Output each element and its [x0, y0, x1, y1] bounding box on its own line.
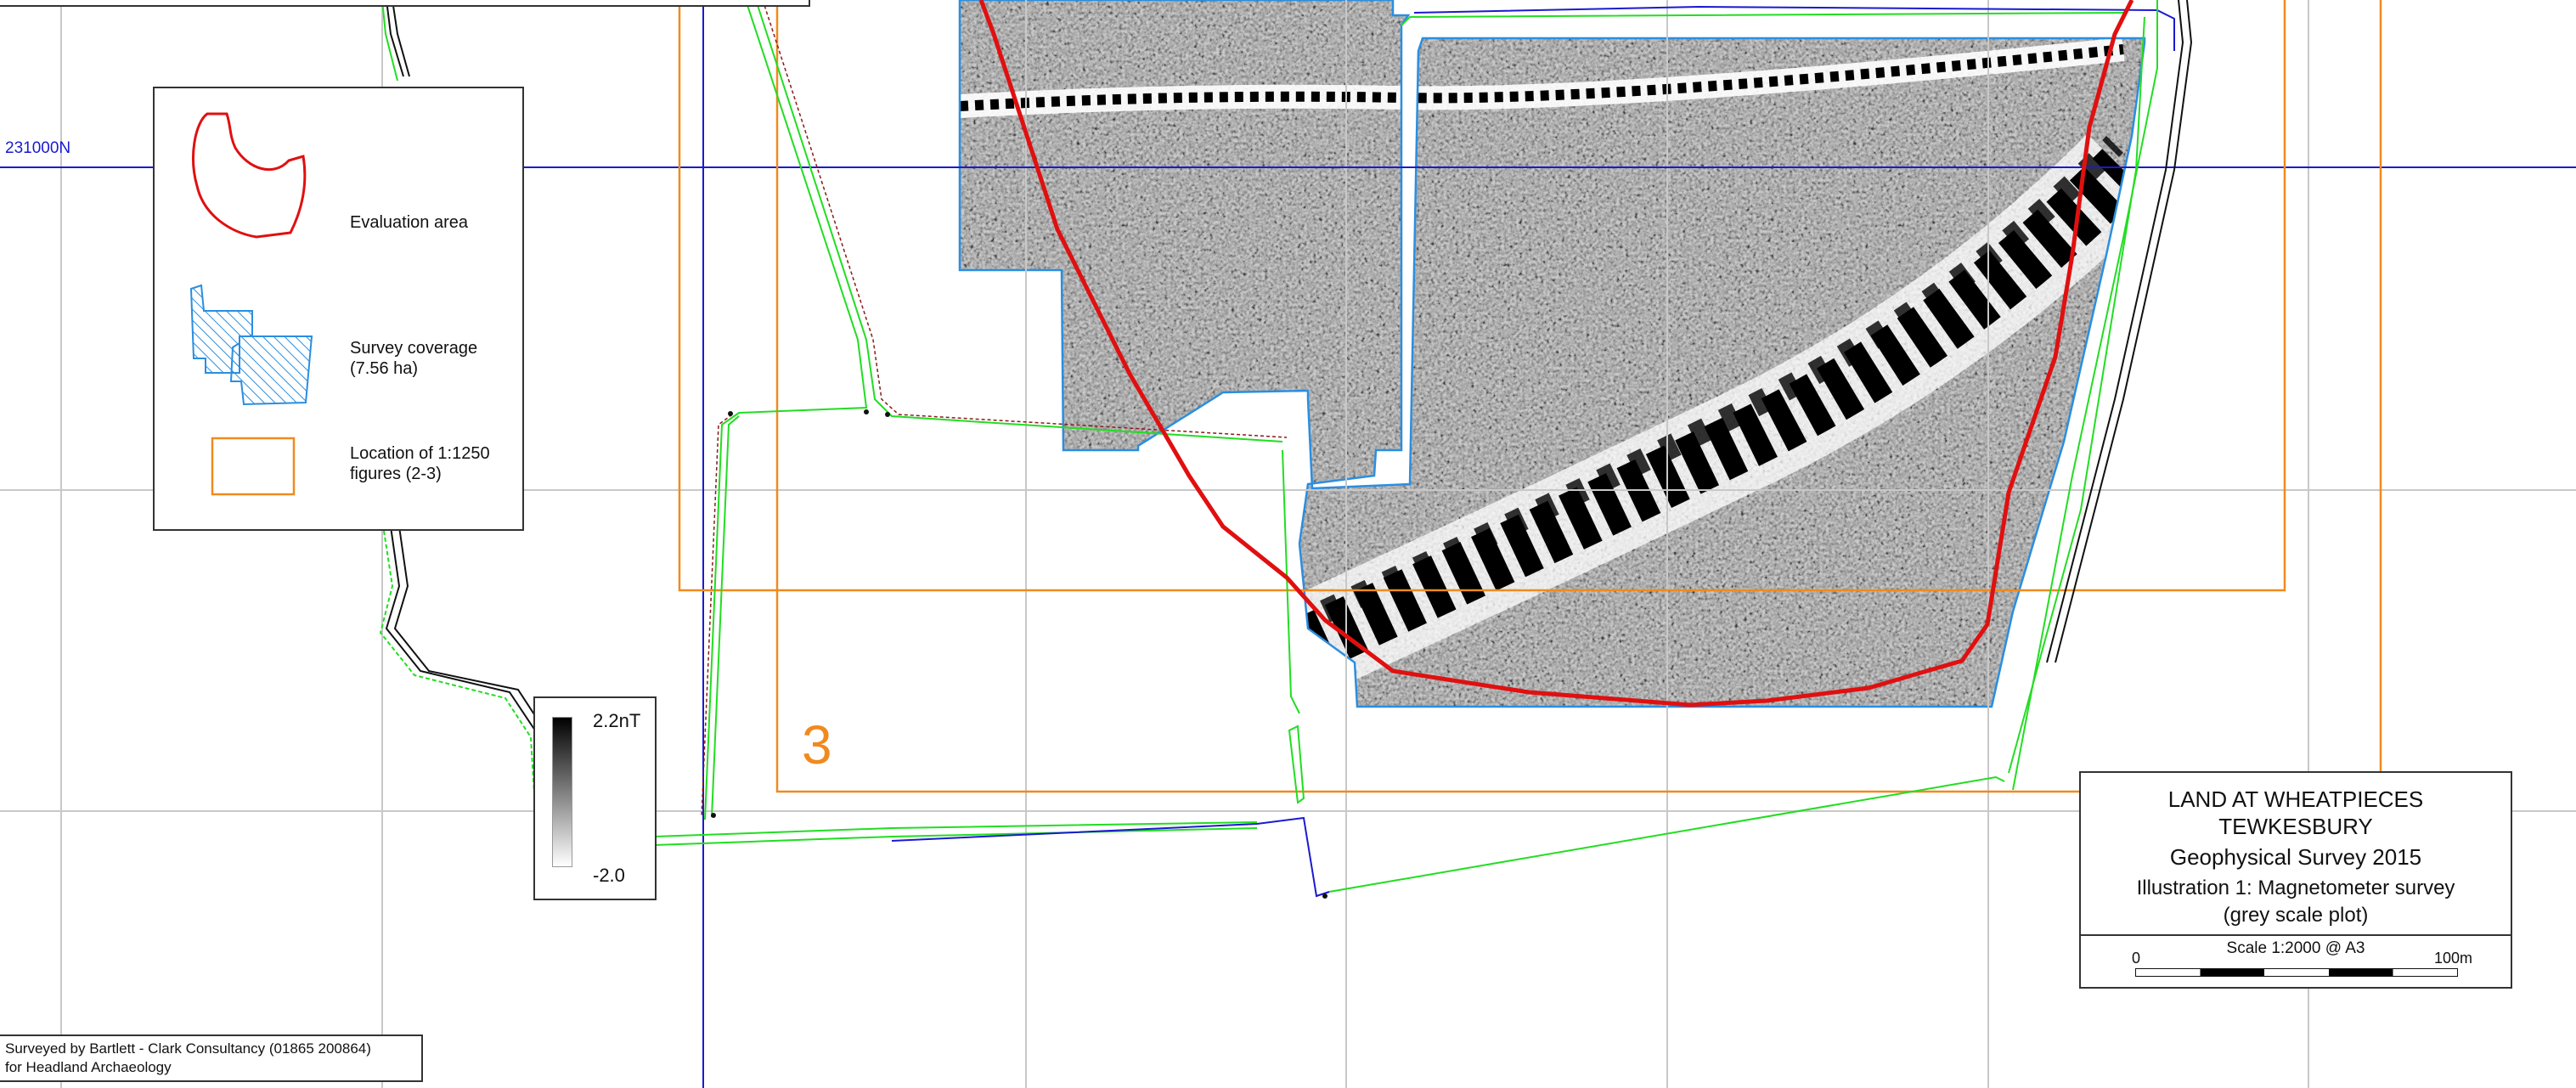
- title-divider: [2081, 934, 2511, 936]
- greyscale-max-label: 2.2nT: [593, 710, 641, 731]
- legend-label-survey-coverage: Survey coverage (7.56 ha): [350, 339, 478, 378]
- title-town: TEWKESBURY: [2218, 814, 2373, 839]
- legend-panel: Evaluation area Survey coverage (7.56 ha…: [153, 87, 524, 531]
- credit-line-1: Surveyed by Bartlett - Clark Consultancy…: [5, 1040, 371, 1057]
- greyscale-min-label: -2.0: [593, 865, 625, 886]
- credit-line-2: for Headland Archaeology: [5, 1059, 172, 1075]
- evaluation-area-swatch-icon: [192, 112, 307, 239]
- scale-text: Scale 1:2000 @ A3: [2226, 939, 2365, 957]
- legend-swatches: [189, 112, 313, 496]
- title-illustration: Illustration 1: Magnetometer survey: [2136, 877, 2455, 899]
- credit-block: Surveyed by Bartlett - Clark Consultancy…: [0, 1034, 423, 1082]
- survey-stations: [711, 409, 1327, 899]
- title-block: LAND AT WHEATPIECES TEWKESBURY Geophysic…: [2079, 771, 2512, 989]
- scale-start-label: 0: [2132, 950, 2141, 967]
- title-survey: Geophysical Survey 2015: [2169, 844, 2422, 870]
- evaluation-area-outline: [978, 0, 2134, 707]
- upper-frame-stub: [0, 0, 810, 7]
- greyscale-key: 2.2nT -2.0: [533, 696, 657, 900]
- figure-location-swatch-icon: [211, 437, 296, 496]
- northing-label: 231000N: [5, 139, 71, 157]
- figure-location-boxes: [678, 0, 2382, 793]
- survey-coverage-outline: [958, 0, 2146, 708]
- legend-label-evaluation-area: Evaluation area: [350, 213, 468, 232]
- scale-end-label: 100m: [2434, 950, 2473, 967]
- greyscale-ramp: [552, 717, 572, 867]
- title-site: LAND AT WHEATPIECES: [2167, 786, 2424, 812]
- figure-3-label: 3: [802, 714, 832, 775]
- magnetometer-greyscale-plot: [960, 0, 2145, 707]
- legend-label-figure-location: Location of 1:1250 figures (2-3): [350, 444, 490, 483]
- title-plot-type: (grey scale plot): [2223, 904, 2369, 927]
- scale-bar: [2135, 968, 2458, 977]
